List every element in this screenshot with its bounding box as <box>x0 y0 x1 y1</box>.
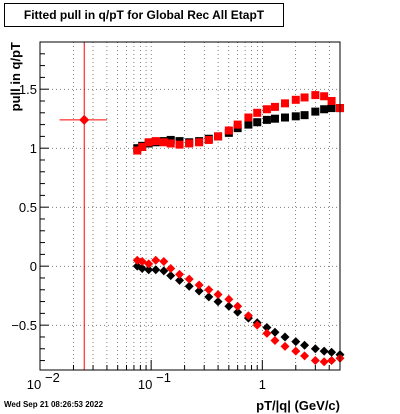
data-point-diamond-series-3 <box>137 264 147 274</box>
data-point-square-series-2 <box>175 140 184 149</box>
data-point-square-series-2 <box>262 105 271 114</box>
data-point-square-series-1 <box>320 105 329 114</box>
data-point-diamond-series-3 <box>224 301 234 311</box>
data-point-diamond-series-3 <box>280 332 290 342</box>
data-point-square-series-1 <box>244 120 253 129</box>
axis-layer: −0.5 0 0.5 1 1.5 10 −2 10 −1 1 <box>11 53 341 392</box>
x-tick-label-exponent: −1 <box>156 370 171 385</box>
data-point-diamond-series-3 <box>233 307 243 317</box>
data-point-diamond-series-4 <box>224 294 234 304</box>
data-point-diamond-series-4 <box>144 259 154 269</box>
data-point-diamond-series-4 <box>300 351 310 361</box>
data-point-square-series-1 <box>262 115 271 124</box>
data-point-diamond-series-3 <box>194 286 204 296</box>
y-tick-label: 1.5 <box>19 82 37 97</box>
data-point-square-series-2 <box>244 113 253 122</box>
data-point-square-series-1 <box>300 111 309 120</box>
data-point-diamond-series-3 <box>310 344 320 354</box>
data-point-square-series-2 <box>138 143 147 152</box>
data-point-diamond-series-4 <box>175 269 185 279</box>
data-point-diamond-series-4 <box>213 289 223 299</box>
data-point-square-series-2 <box>166 139 175 148</box>
data-point-square-series-2 <box>214 132 223 141</box>
data-point-diamond-series-3 <box>204 292 214 302</box>
data-point-diamond-series-4 <box>194 280 204 290</box>
data-point-square-series-2 <box>270 102 279 111</box>
data-point-diamond-series-3 <box>184 281 194 291</box>
data-point-diamond-series-4 <box>184 274 194 284</box>
data-point-diamond-series-4 <box>327 356 337 366</box>
data-point-square-series-2 <box>204 135 213 144</box>
data-point-square-series-1 <box>270 114 279 123</box>
x-tick-label-exponent: −2 <box>45 370 60 385</box>
data-point-diamond-series-4 <box>280 341 290 351</box>
timestamp: Wed Sep 21 08:26:53 2022 <box>4 400 104 409</box>
data-point-square-series-2 <box>224 126 233 135</box>
data-point-diamond-series-3 <box>144 265 154 275</box>
data-point-diamond-series-4 <box>159 256 169 266</box>
x-tick-label: 10 <box>138 377 152 392</box>
data-point-square-series-2 <box>320 92 329 101</box>
data-point-diamond-series-4 <box>291 346 301 356</box>
data-point-square-series-2 <box>159 138 168 147</box>
data-point-diamond-series-4 <box>319 357 329 367</box>
data-point-diamond-series-3 <box>319 346 329 356</box>
data-point-square-series-1 <box>280 113 289 122</box>
data-point-diamond-series-3 <box>262 323 272 333</box>
data-point-diamond-series-3 <box>327 347 337 357</box>
data-point-square-series-2 <box>253 108 262 117</box>
x-tick-label: 1 <box>259 377 266 392</box>
data-point-diamond-series-3 <box>291 337 301 347</box>
data-point-diamond-series-4 <box>204 285 214 295</box>
data-point-diamond-series-4 <box>233 301 243 311</box>
y-tick-label: −0.5 <box>11 318 37 333</box>
data-point-square-series-2 <box>195 138 204 147</box>
data-point-diamond-series-3 <box>270 327 280 337</box>
data-point-diamond-series-4 <box>166 264 176 274</box>
plot-frame <box>39 41 341 371</box>
x-axis-label: pT/|q| (GeV/c) <box>256 398 340 413</box>
data-point-square-series-2 <box>233 120 242 129</box>
data-point-square-series-1 <box>291 112 300 121</box>
grid-layer <box>39 42 341 370</box>
data-point-square-series-2 <box>291 95 300 104</box>
data-point-square-series-2 <box>144 138 153 147</box>
data-point-square-series-1 <box>327 104 336 113</box>
data-point-diamond-series-4 <box>151 255 161 265</box>
marks-layer <box>59 42 345 370</box>
data-point-square-series-1 <box>311 107 320 116</box>
data-point-diamond-series-3 <box>151 265 161 275</box>
y-tick-label: 1 <box>30 141 37 156</box>
data-point-diamond-series-3 <box>159 266 169 276</box>
data-point-square-series-1 <box>253 118 262 127</box>
data-point-diamond-series-4 <box>270 336 280 346</box>
data-point-square-series-2 <box>133 146 142 155</box>
data-point-diamond-series-4 <box>310 356 320 366</box>
data-point-diamond-series-3 <box>300 340 310 350</box>
data-point-diamond-series-4 <box>252 320 262 330</box>
data-point-diamond-series-3 <box>166 271 176 281</box>
data-point-square-series-2 <box>327 96 336 105</box>
data-point-diamond-series-3 <box>175 275 185 285</box>
chart-title: Fitted pull in q/pT for Global Rec All E… <box>23 8 265 22</box>
data-point-square-series-2 <box>311 91 320 100</box>
data-point-square-series-2 <box>300 93 309 102</box>
data-point-diamond-series-3 <box>213 297 223 307</box>
reference-point <box>79 114 90 125</box>
x-tick-label: 10 <box>27 377 41 392</box>
data-point-square-series-2 <box>151 137 160 146</box>
data-point-square-series-2 <box>185 139 194 148</box>
y-tick-label: 0 <box>30 259 37 274</box>
y-axis-label: pull in q/pT <box>8 42 23 111</box>
data-point-square-series-2 <box>280 99 289 108</box>
y-tick-label: 0.5 <box>19 200 37 215</box>
chart-title-box: Fitted pull in q/pT for Global Rec All E… <box>4 3 284 27</box>
data-point-diamond-series-4 <box>243 311 253 321</box>
data-point-diamond-series-4 <box>262 328 272 338</box>
